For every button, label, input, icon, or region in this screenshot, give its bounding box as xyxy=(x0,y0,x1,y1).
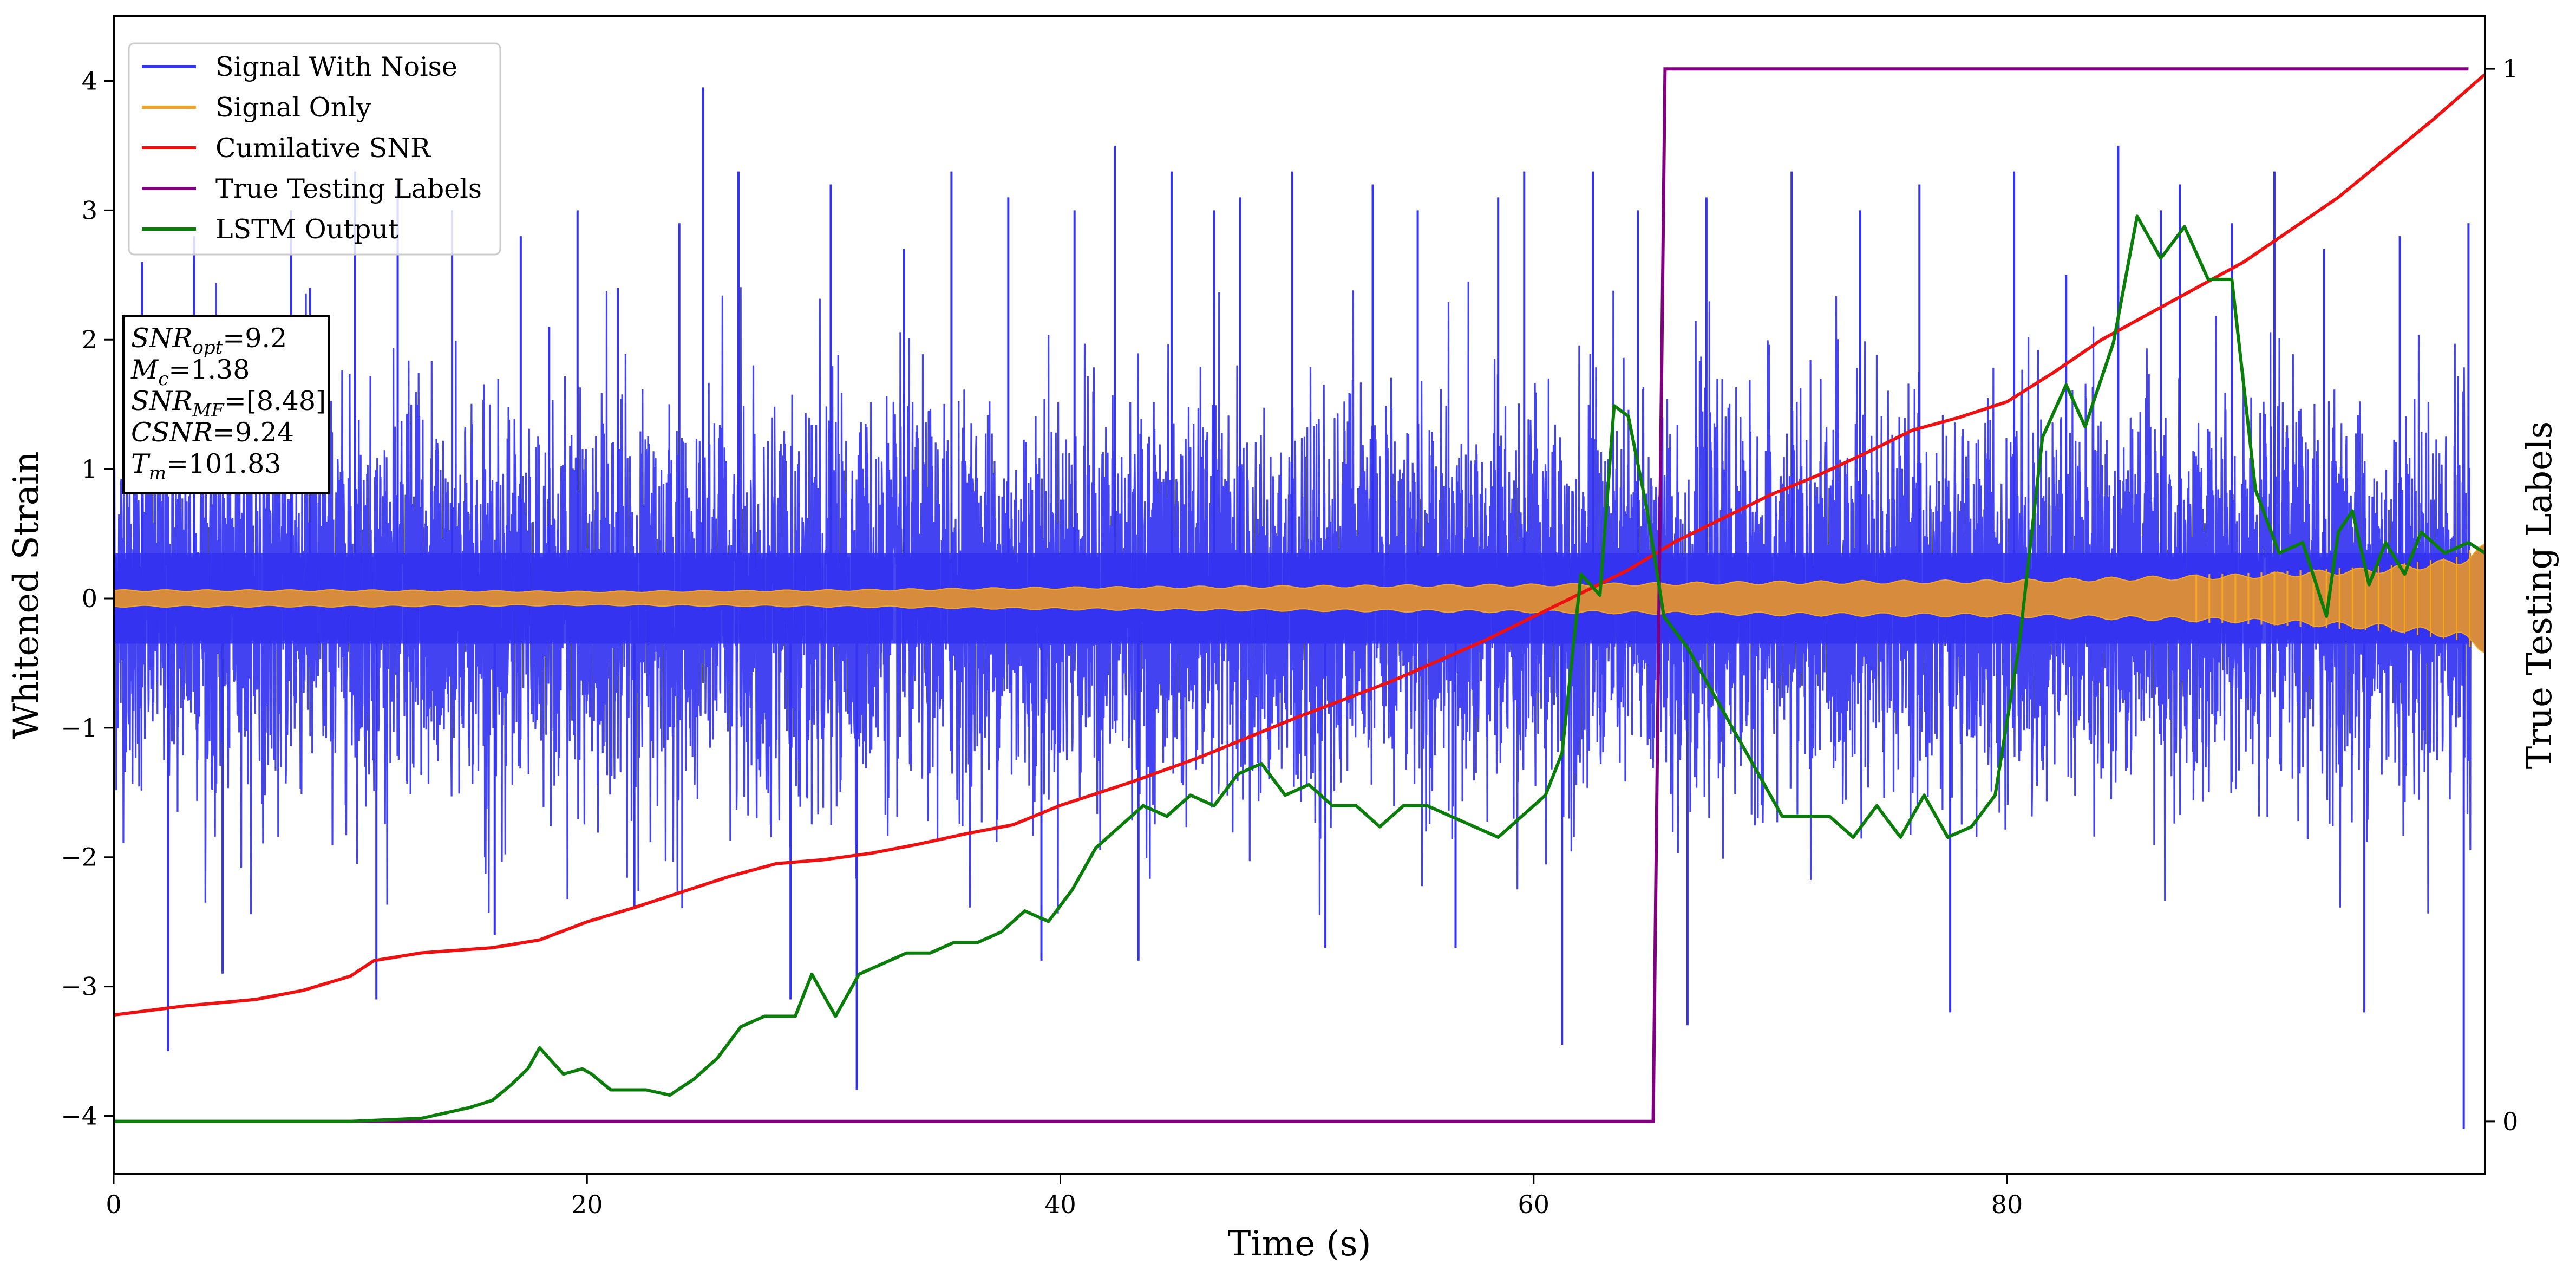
y-tick-label: 0 xyxy=(82,584,97,613)
y-tick-label: −1 xyxy=(61,713,97,742)
x-tick-label: 0 xyxy=(106,1190,121,1219)
series-signal-only-band xyxy=(114,543,2485,654)
x-tick-label: 60 xyxy=(1518,1190,1549,1219)
info-box-frame xyxy=(122,315,330,494)
info-symbol: SNR xyxy=(131,323,192,354)
y-tick-label: 4 xyxy=(82,66,97,95)
info-value: =101.83 xyxy=(166,448,282,479)
x-tick-label: 40 xyxy=(1044,1190,1076,1219)
info-symbol: SNR xyxy=(131,386,192,416)
legend: Signal With Noise Signal Only Cumilative S… xyxy=(128,42,501,256)
y-axis-title: Whitened Strain xyxy=(6,451,47,739)
y-tick-label: −4 xyxy=(61,1102,97,1131)
legend-label: Cumilative SNR xyxy=(215,133,431,164)
x-axis-title: Time (s) xyxy=(1228,1224,1371,1264)
y2-tick-label: 1 xyxy=(2502,54,2518,83)
plot-frame xyxy=(113,15,2486,1175)
info-subscript: MF xyxy=(192,400,225,421)
legend-label: Signal Only xyxy=(215,92,371,123)
info-line: Tm=101.83 xyxy=(131,448,281,484)
y-tick-label: 1 xyxy=(82,454,97,484)
info-subscript: c xyxy=(158,368,168,390)
y-tick-label: −3 xyxy=(61,972,97,1001)
series-cumilative-snr-line xyxy=(114,73,2485,1017)
info-subscript: opt xyxy=(192,337,223,359)
x-tick-label: 20 xyxy=(571,1190,603,1219)
info-symbol: T xyxy=(131,448,151,479)
info-value: =9.2 xyxy=(223,323,287,354)
legend-label: Signal With Noise xyxy=(215,51,457,82)
info-subscript: m xyxy=(149,462,166,484)
x-tick-label: 80 xyxy=(1991,1190,2023,1219)
info-line: Mc=1.38 xyxy=(130,354,250,390)
legend-label: LSTM Output xyxy=(215,214,399,245)
y-tick-label: −2 xyxy=(61,843,97,872)
info-line: SNRopt=9.2 xyxy=(131,323,287,359)
info-value: =9.24 xyxy=(213,417,294,448)
info-symbol: CSNR xyxy=(131,417,213,448)
legend-box xyxy=(128,42,501,256)
y2-axis-title: True Testing Labels xyxy=(2520,421,2560,770)
info-value: =[8.48] xyxy=(224,386,326,416)
legend-label: True Testing Labels xyxy=(215,173,482,204)
y-tick-label: 3 xyxy=(82,196,97,225)
info-value: =1.38 xyxy=(168,354,250,385)
info-line: CSNR=9.24 xyxy=(131,417,294,448)
y-tick-label: 2 xyxy=(82,325,97,354)
series-lstm-output-line xyxy=(114,214,2485,1123)
info-box: SNRopt=9.2Mc=1.38SNRMF=[8.48]CSNR=9.24Tm… xyxy=(122,315,330,494)
info-symbol: M xyxy=(130,354,159,385)
y2-tick-label: 0 xyxy=(2502,1107,2518,1136)
info-line: SNRMF=[8.48] xyxy=(131,386,326,421)
